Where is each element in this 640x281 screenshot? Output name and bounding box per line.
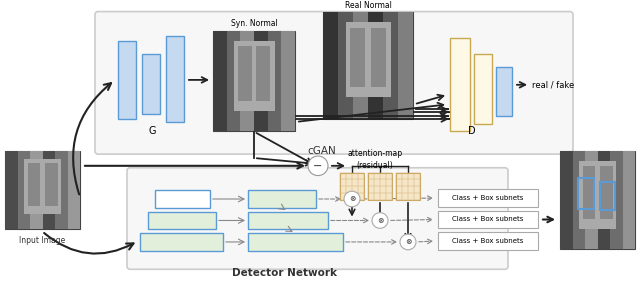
Bar bbox=[573, 151, 585, 249]
Text: Class + Box subnets: Class + Box subnets bbox=[452, 238, 524, 244]
Bar bbox=[582, 166, 595, 219]
Text: real / fake: real / fake bbox=[532, 80, 574, 89]
Bar bbox=[560, 151, 635, 249]
Bar bbox=[600, 182, 615, 210]
Bar bbox=[254, 31, 268, 131]
Bar bbox=[371, 28, 386, 87]
Bar bbox=[560, 151, 573, 249]
Bar bbox=[155, 190, 210, 208]
Bar bbox=[323, 12, 338, 119]
Bar bbox=[30, 151, 42, 229]
Bar bbox=[248, 233, 343, 251]
Text: ⊗: ⊗ bbox=[349, 194, 355, 203]
Bar bbox=[450, 38, 470, 131]
Text: −: − bbox=[314, 161, 323, 171]
Bar bbox=[5, 151, 17, 229]
Bar bbox=[368, 173, 392, 200]
Bar bbox=[55, 151, 67, 229]
Bar bbox=[268, 31, 282, 131]
Bar bbox=[438, 189, 538, 207]
Bar bbox=[438, 211, 538, 228]
Bar bbox=[338, 12, 353, 119]
Text: Class + Box subnets: Class + Box subnets bbox=[452, 216, 524, 223]
Bar bbox=[340, 173, 364, 200]
Bar bbox=[213, 31, 295, 131]
Bar bbox=[248, 212, 328, 229]
Bar bbox=[67, 151, 80, 229]
Bar bbox=[585, 151, 598, 249]
Text: Syn. Normal: Syn. Normal bbox=[230, 19, 277, 28]
FancyBboxPatch shape bbox=[127, 168, 508, 269]
Bar bbox=[496, 67, 512, 116]
Bar bbox=[383, 12, 398, 119]
Circle shape bbox=[372, 213, 388, 228]
Text: Class + Box subnets: Class + Box subnets bbox=[452, 195, 524, 201]
Bar bbox=[140, 233, 223, 251]
Bar bbox=[598, 151, 610, 249]
Bar bbox=[398, 12, 413, 119]
Bar bbox=[353, 12, 368, 119]
Bar bbox=[45, 163, 58, 206]
Bar bbox=[227, 31, 241, 131]
Bar bbox=[396, 173, 420, 200]
Bar bbox=[166, 36, 184, 122]
Bar bbox=[257, 46, 270, 101]
Text: (residual): (residual) bbox=[356, 161, 394, 170]
Bar bbox=[579, 161, 616, 229]
Bar bbox=[237, 46, 252, 101]
Text: cGAN: cGAN bbox=[308, 146, 337, 156]
Text: Detector Network: Detector Network bbox=[232, 268, 337, 278]
Bar bbox=[213, 31, 227, 131]
Bar bbox=[28, 163, 40, 206]
Text: ⊗: ⊗ bbox=[405, 237, 411, 246]
Bar bbox=[17, 151, 30, 229]
Bar bbox=[282, 31, 295, 131]
Bar bbox=[438, 232, 538, 250]
Circle shape bbox=[308, 156, 328, 176]
Circle shape bbox=[400, 234, 416, 250]
Bar bbox=[474, 54, 492, 124]
Text: G: G bbox=[148, 126, 156, 136]
Bar bbox=[24, 159, 61, 214]
Bar bbox=[5, 151, 80, 229]
Text: D: D bbox=[468, 126, 476, 136]
Bar bbox=[142, 54, 160, 114]
Bar bbox=[578, 178, 594, 209]
Text: attention-map: attention-map bbox=[348, 149, 403, 158]
Bar bbox=[42, 151, 55, 229]
Text: Real Normal: Real Normal bbox=[344, 1, 392, 10]
Bar bbox=[234, 41, 275, 111]
FancyBboxPatch shape bbox=[95, 12, 573, 154]
Bar bbox=[600, 166, 612, 219]
Bar bbox=[118, 41, 136, 119]
Circle shape bbox=[344, 191, 360, 207]
Text: Input Image: Input Image bbox=[19, 236, 65, 245]
Bar bbox=[148, 212, 216, 229]
Bar bbox=[346, 22, 390, 98]
Bar bbox=[323, 12, 413, 119]
Bar bbox=[623, 151, 635, 249]
Text: ⊗: ⊗ bbox=[377, 216, 383, 225]
Bar bbox=[368, 12, 383, 119]
Bar bbox=[241, 31, 254, 131]
Bar bbox=[350, 28, 365, 87]
Bar bbox=[610, 151, 623, 249]
Bar bbox=[248, 190, 316, 208]
